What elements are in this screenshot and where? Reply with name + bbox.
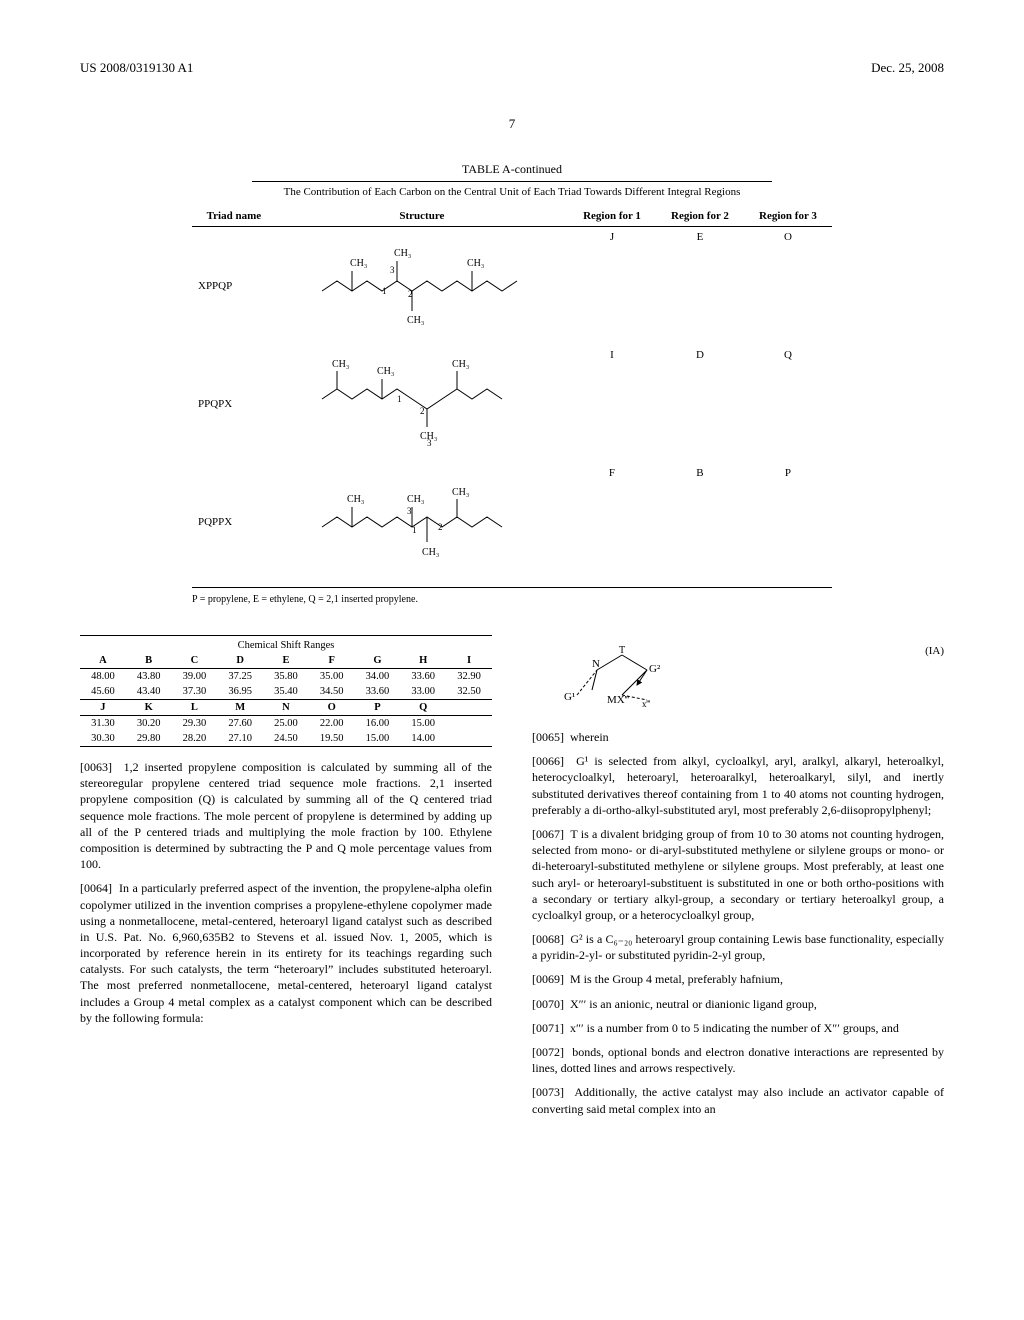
svg-text:N: N [592, 658, 600, 670]
patent-date: Dec. 25, 2008 [871, 60, 944, 76]
structure-pqppx: CH₃ CH₃ 3 1 2 CH₃ CH₃ [276, 463, 568, 581]
svg-text:CH₃: CH₃ [377, 366, 394, 377]
svg-text:2: 2 [408, 289, 413, 299]
para-67: [0067] T is a divalent bridging group of… [532, 826, 944, 923]
chemical-shift-table: ABCDEFGHI 48.0043.8039.0037.2535.8035.00… [80, 653, 492, 747]
col-r3: Region for 3 [744, 206, 832, 227]
structure-ppqpx: CH₃CH₃ 12 CH₃3 CH₃ [276, 345, 568, 463]
para-65: [0065] wherein [532, 729, 944, 745]
svg-text:x‴: x‴ [642, 699, 651, 709]
shift-title: Chemical Shift Ranges [80, 635, 492, 653]
r2: E [656, 227, 744, 346]
r1: J [568, 227, 656, 346]
table-a-subtitle: The Contribution of Each Carbon on the C… [252, 181, 772, 198]
r1: I [568, 345, 656, 463]
r3: Q [744, 345, 832, 463]
col-r1: Region for 1 [568, 206, 656, 227]
svg-text:CH₃: CH₃ [394, 248, 411, 259]
col-r2: Region for 2 [656, 206, 744, 227]
svg-text:3: 3 [390, 265, 395, 275]
svg-text:3: 3 [427, 438, 432, 448]
svg-text:MX‴: MX‴ [607, 694, 630, 706]
molecule-icon: CH₃CH₃ 12 CH₃3 CH₃ [312, 349, 532, 449]
triad-name: XPPQP [192, 227, 276, 346]
col-triad: Triad name [192, 206, 276, 227]
table-row: XPPQP CH₃ CH₃ 3 1 2 CH₃ CH₃ J E O [192, 227, 832, 346]
molecule-icon: CH₃ CH₃ 3 1 2 CH₃ CH₃ [312, 467, 532, 567]
r3: O [744, 227, 832, 346]
left-column: Chemical Shift Ranges ABCDEFGHI 48.0043.… [80, 635, 492, 1125]
svg-text:CH₃: CH₃ [452, 487, 469, 498]
triad-name: PPQPX [192, 345, 276, 463]
svg-text:CH₃: CH₃ [407, 494, 424, 505]
table-a-title: TABLE A-continued [80, 162, 944, 177]
svg-text:G¹: G¹ [564, 691, 575, 703]
formula-icon: N T G² G¹ MX‴ x‴ [552, 645, 692, 715]
triad-name: PQPPX [192, 463, 276, 581]
page-header: US 2008/0319130 A1 Dec. 25, 2008 [80, 60, 944, 76]
svg-text:2: 2 [420, 406, 425, 416]
svg-text:G²: G² [649, 663, 661, 675]
para-70: [0070] X″′ is an anionic, neutral or dia… [532, 996, 944, 1012]
svg-text:CH₃: CH₃ [347, 494, 364, 505]
svg-text:CH₃: CH₃ [452, 359, 469, 370]
svg-text:CH₃: CH₃ [350, 258, 367, 269]
formula-ia: (IA) N T G² G¹ MX‴ x‴ [552, 645, 944, 719]
svg-text:CH₃: CH₃ [407, 315, 424, 326]
right-column: (IA) N T G² G¹ MX‴ x‴ [0065] wherein [0066]… [532, 635, 944, 1125]
table-footnote: P = propylene, E = ethylene, Q = 2,1 ins… [192, 594, 832, 605]
r1: F [568, 463, 656, 581]
svg-text:1: 1 [412, 525, 417, 535]
col-structure: Structure [276, 206, 568, 227]
r3: P [744, 463, 832, 581]
svg-text:T: T [619, 645, 625, 656]
structure-xppqp: CH₃ CH₃ 3 1 2 CH₃ CH₃ [276, 227, 568, 346]
table-row: PQPPX CH₃ CH₃ 3 1 2 CH₃ CH₃ F B P [192, 463, 832, 581]
para-63: [0063] 1,2 inserted propylene compositio… [80, 759, 492, 872]
table-a: Triad name Structure Region for 1 Region… [192, 206, 832, 581]
para-73: [0073] Additionally, the active catalyst… [532, 1084, 944, 1116]
para-72: [0072] bonds, optional bonds and electro… [532, 1044, 944, 1076]
patent-number: US 2008/0319130 A1 [80, 60, 193, 76]
svg-text:2: 2 [438, 522, 443, 532]
para-66: [0066] G¹ is selected from alkyl, cycloa… [532, 753, 944, 818]
page-number: 7 [80, 116, 944, 132]
para-69: [0069] M is the Group 4 metal, preferabl… [532, 971, 944, 987]
table-row: PPQPX CH₃CH₃ 12 CH₃3 CH₃ I D Q [192, 345, 832, 463]
svg-text:CH₃: CH₃ [332, 359, 349, 370]
svg-text:3: 3 [407, 506, 412, 516]
r2: D [656, 345, 744, 463]
svg-text:1: 1 [382, 286, 387, 296]
r2: B [656, 463, 744, 581]
para-64: [0064] In a particularly preferred aspec… [80, 880, 492, 1026]
molecule-icon: CH₃ CH₃ 3 1 2 CH₃ CH₃ [312, 231, 532, 331]
formula-label: (IA) [925, 645, 944, 657]
svg-text:1: 1 [397, 394, 402, 404]
svg-text:CH₃: CH₃ [467, 258, 484, 269]
para-71: [0071] x″′ is a number from 0 to 5 indic… [532, 1020, 944, 1036]
para-68: [0068] G² is a C₆₋₂₀ heteroaryl group co… [532, 931, 944, 963]
svg-text:CH₃: CH₃ [422, 547, 439, 558]
